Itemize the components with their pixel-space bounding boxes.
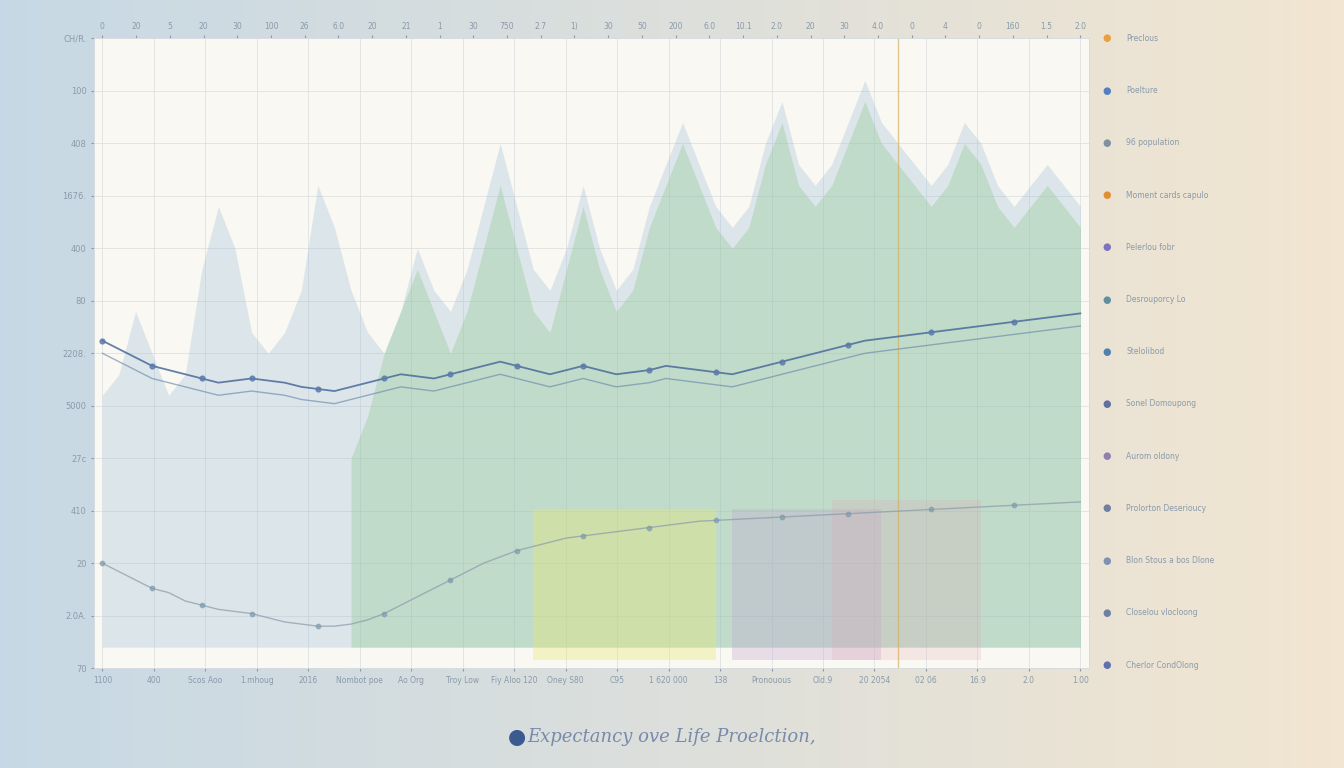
Point [505, 359, 527, 372]
Text: ●: ● [1102, 85, 1110, 96]
Text: ●: ● [1102, 242, 1110, 253]
Point [771, 511, 793, 523]
Point [141, 359, 163, 372]
Point [638, 521, 660, 534]
Point [573, 530, 594, 542]
Point [837, 339, 859, 351]
Text: ●: ● [1102, 660, 1110, 670]
Point [141, 582, 163, 594]
Point [91, 557, 113, 569]
Point [771, 356, 793, 368]
Text: Moment cards capulo: Moment cards capulo [1126, 190, 1208, 200]
Point [439, 574, 461, 586]
Text: ●: ● [1102, 399, 1110, 409]
Text: ●: ● [1102, 346, 1110, 357]
Point [191, 599, 212, 611]
Point [306, 620, 328, 632]
Point [704, 515, 726, 527]
Point [921, 503, 942, 515]
Point [704, 366, 726, 379]
Text: Poelture: Poelture [1126, 86, 1159, 95]
Text: Cherlor CondOlong: Cherlor CondOlong [1126, 660, 1199, 670]
Text: Blon Stous a bos Dlone: Blon Stous a bos Dlone [1126, 556, 1215, 565]
Point [191, 372, 212, 385]
Text: ●: ● [1102, 33, 1110, 44]
Text: ●: ● [1102, 190, 1110, 200]
Text: Pelerlou fobr: Pelerlou fobr [1126, 243, 1175, 252]
Point [306, 382, 328, 395]
Point [91, 335, 113, 347]
Text: Prolorton Deserioucy: Prolorton Deserioucy [1126, 504, 1207, 513]
Point [374, 607, 395, 620]
Text: Desrouporcy Lo: Desrouporcy Lo [1126, 295, 1185, 304]
Text: Preclous: Preclous [1126, 34, 1159, 43]
Text: Stelolibod: Stelolibod [1126, 347, 1164, 356]
Point [1003, 499, 1025, 511]
Point [374, 372, 395, 385]
Point [439, 368, 461, 380]
Point [1003, 316, 1025, 328]
Text: ●: ● [1102, 294, 1110, 305]
Point [241, 607, 262, 620]
Text: 96 population: 96 population [1126, 138, 1180, 147]
Text: ●: ● [1102, 555, 1110, 566]
Text: Closelou vlocloong: Closelou vlocloong [1126, 608, 1198, 617]
Point [921, 326, 942, 339]
Text: Expectancy ove Life Proelction,: Expectancy ove Life Proelction, [528, 728, 816, 746]
Point [505, 545, 527, 557]
Text: ●: ● [1102, 607, 1110, 618]
Text: ●: ● [1102, 503, 1110, 514]
Text: ●: ● [1102, 137, 1110, 148]
Text: ●: ● [1102, 451, 1110, 462]
Point [638, 364, 660, 376]
Point [573, 359, 594, 372]
Text: Sonel Domoupong: Sonel Domoupong [1126, 399, 1196, 409]
Point [837, 508, 859, 520]
Point [241, 372, 262, 385]
Text: ●: ● [508, 727, 527, 747]
Text: Aurom oldony: Aurom oldony [1126, 452, 1180, 461]
